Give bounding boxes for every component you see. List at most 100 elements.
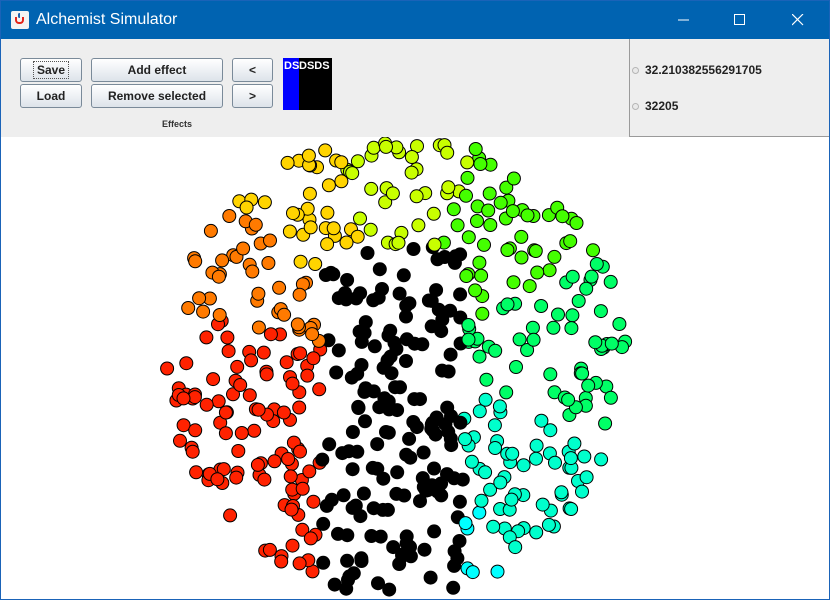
particle (259, 367, 274, 382)
particle (459, 269, 474, 283)
particle (365, 460, 380, 475)
particle (508, 540, 523, 555)
particle (499, 385, 514, 400)
particle (505, 204, 520, 219)
save-button[interactable]: Save (20, 58, 82, 82)
particle (353, 211, 367, 226)
particle (360, 246, 375, 260)
particle (427, 237, 442, 252)
particle (567, 436, 582, 451)
particle (443, 347, 458, 362)
particle (581, 378, 596, 393)
particle (345, 462, 360, 477)
status-row-value-2: 32205 (632, 98, 678, 114)
particle (354, 334, 369, 349)
particle (500, 297, 515, 312)
particle (292, 287, 307, 302)
particle (474, 493, 489, 508)
minimize-button[interactable] (661, 1, 707, 39)
window-title: Alchemist Simulator (36, 11, 178, 28)
particle (520, 208, 535, 223)
particle (375, 502, 390, 517)
particle (319, 498, 334, 513)
particle (575, 366, 590, 381)
next-effect-button[interactable]: > (232, 84, 273, 108)
particle (372, 262, 387, 277)
particle (293, 346, 308, 361)
particle (406, 415, 421, 429)
particle (409, 189, 424, 204)
particle (218, 405, 233, 420)
particle (403, 549, 418, 564)
particle (251, 320, 266, 335)
particle (584, 269, 599, 284)
particle (358, 414, 372, 429)
particle (302, 464, 317, 479)
particle (402, 296, 417, 311)
toolbar: Save Load Add effect Remove selected Eff… (1, 39, 629, 137)
particle (181, 301, 196, 315)
particle (251, 402, 266, 417)
previous-effect-label: < (248, 63, 256, 77)
particle (239, 200, 254, 215)
particle (366, 293, 381, 308)
particle (234, 426, 249, 440)
particle (293, 444, 307, 459)
minimize-icon (678, 19, 689, 21)
particle (415, 471, 430, 486)
particle (486, 519, 501, 534)
particle (276, 405, 291, 420)
particle (535, 497, 550, 512)
particle (381, 425, 396, 440)
close-button[interactable] (775, 1, 821, 39)
particle (390, 403, 405, 418)
title-bar[interactable]: Alchemist Simulator (1, 1, 829, 39)
particle (399, 354, 413, 368)
particle (263, 327, 278, 342)
particle (493, 195, 508, 210)
particle (399, 536, 414, 551)
particle (306, 494, 321, 509)
simulation-canvas[interactable] (1, 137, 829, 599)
particle (376, 471, 391, 486)
particle (348, 498, 363, 513)
particle (565, 269, 580, 284)
particle (203, 223, 218, 238)
previous-effect-button[interactable]: < (232, 58, 273, 82)
particle (285, 538, 300, 553)
particle (441, 180, 456, 195)
particle (443, 303, 458, 318)
effect-swatch-blue-label: DS (284, 60, 299, 72)
particle (461, 230, 476, 245)
particle (589, 257, 604, 271)
remove-selected-button[interactable]: Remove selected (91, 84, 223, 108)
particle (350, 154, 365, 169)
particle (248, 217, 263, 232)
particle (283, 469, 298, 484)
particle (345, 425, 360, 439)
effects-label: Effects (161, 119, 192, 129)
particle (211, 394, 226, 409)
particle (331, 526, 345, 541)
particle (546, 320, 561, 335)
particle (493, 475, 508, 490)
effect-swatch-blue[interactable]: DS (283, 58, 299, 110)
maximize-button[interactable] (717, 1, 763, 39)
particle (364, 181, 379, 196)
particle (176, 418, 191, 433)
particle (534, 413, 549, 428)
particle (322, 437, 337, 452)
load-button-label: Load (36, 89, 66, 103)
particle (231, 444, 246, 458)
effect-swatch-black[interactable]: DSDS (299, 58, 332, 110)
particle (427, 524, 442, 539)
particle (404, 165, 419, 180)
add-effect-button[interactable]: Add effect (91, 58, 223, 82)
particle (350, 229, 365, 244)
load-button[interactable]: Load (20, 84, 82, 108)
particle (397, 488, 412, 503)
particle (430, 484, 445, 499)
particle (210, 472, 225, 487)
particle (541, 517, 556, 532)
particle (402, 431, 417, 446)
